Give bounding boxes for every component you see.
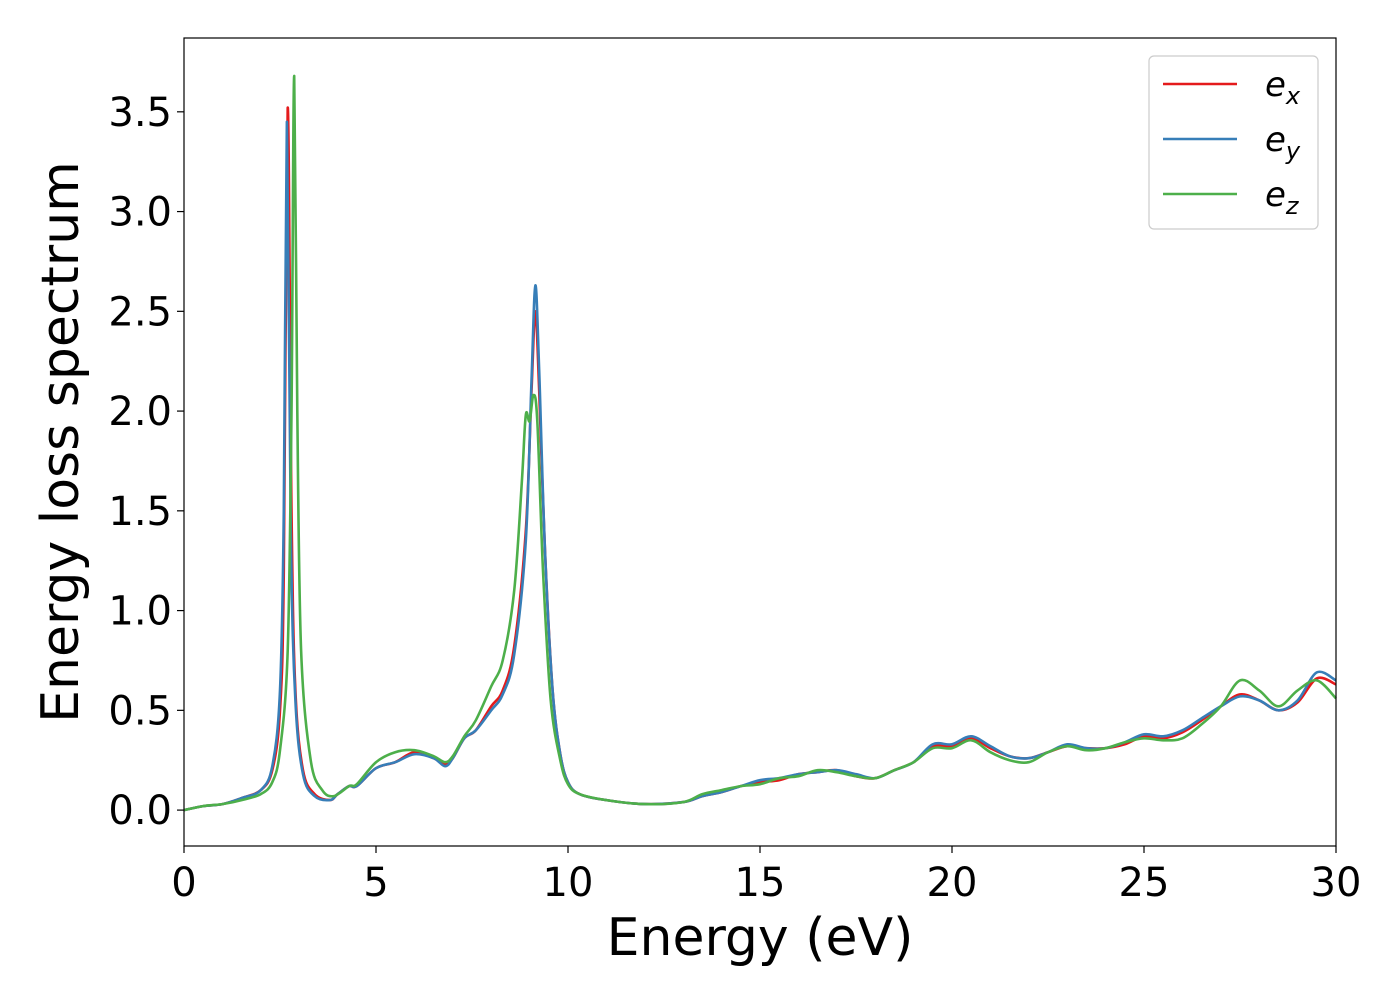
series-line-y	[183, 120, 1337, 812]
y-tick-label: 1.0	[108, 589, 172, 635]
x-tick-label: 25	[1119, 860, 1170, 906]
x-tick-label: 15	[735, 860, 786, 906]
x-tick-label: 5	[363, 860, 388, 906]
y-tick-label: 1.5	[108, 489, 172, 535]
series-layer	[183, 74, 1337, 812]
y-tick-label: 2.5	[108, 289, 172, 335]
x-tick-label: 10	[543, 860, 594, 906]
y-tick-label: 3.5	[108, 90, 172, 136]
x-tick-label: 20	[927, 860, 978, 906]
legend-label-x: ex	[1265, 65, 1301, 110]
x-axis-label: Energy (eV)	[607, 908, 914, 968]
legend-label-y: ey	[1265, 120, 1301, 165]
legend-label-z: ez	[1265, 175, 1300, 220]
x-axis: 0 5 10 15 20 25 30	[171, 846, 1361, 906]
y-axis-label: Energy loss spectrum	[31, 161, 91, 723]
legend-box	[1148, 55, 1319, 230]
y-tick-label: 3.0	[108, 190, 172, 236]
y-axis: 0.0 0.5 1.0 1.5 2.0 2.5 3.0 3.5	[108, 90, 184, 834]
x-tick-label: 0	[171, 860, 196, 906]
series-line-z	[183, 74, 1337, 812]
legend: ex ey ez	[1148, 55, 1319, 230]
y-tick-label: 2.0	[108, 389, 172, 435]
x-tick-label: 30	[1311, 860, 1362, 906]
y-tick-label: 0.0	[108, 788, 172, 834]
y-tick-label: 0.5	[108, 688, 172, 734]
